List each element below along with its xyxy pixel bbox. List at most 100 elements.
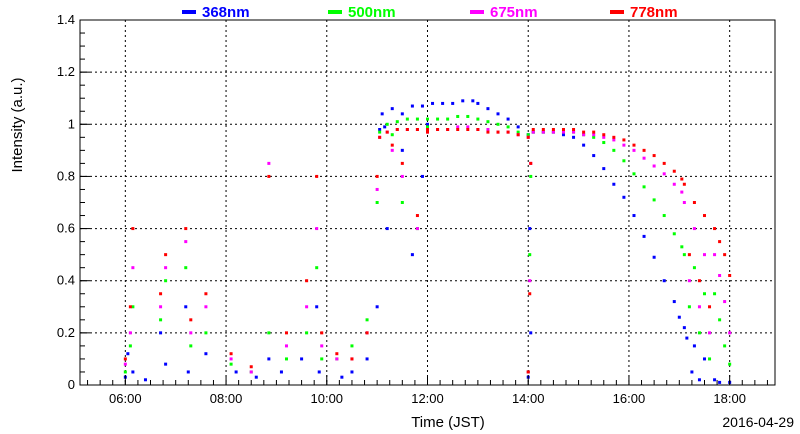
data-point	[702, 357, 706, 361]
data-point	[390, 143, 394, 147]
data-point	[708, 305, 712, 309]
data-point	[164, 362, 168, 366]
data-point	[713, 227, 717, 231]
y-tick-label: 0	[68, 377, 75, 392]
data-point	[340, 375, 344, 379]
data-point	[385, 227, 389, 231]
data-point	[572, 135, 576, 139]
data-point	[249, 370, 253, 374]
data-point	[592, 154, 596, 158]
data-point	[229, 352, 233, 356]
data-point	[229, 362, 233, 366]
data-point	[267, 161, 271, 165]
data-point	[284, 331, 288, 335]
data-point	[164, 253, 168, 257]
data-point	[204, 352, 208, 356]
data-point	[680, 190, 684, 194]
data-point	[189, 344, 193, 348]
data-point	[687, 253, 691, 257]
data-point	[528, 253, 532, 257]
data-point	[685, 336, 689, 340]
data-point	[692, 227, 696, 231]
data-point	[128, 344, 132, 348]
data-point	[315, 266, 319, 270]
data-points	[123, 99, 732, 384]
legend-label: 778nm	[630, 4, 678, 21]
data-point	[708, 357, 712, 361]
y-tick-label: 0.2	[57, 325, 75, 340]
data-point	[143, 378, 147, 382]
data-point	[131, 266, 135, 270]
data-point	[687, 305, 691, 309]
data-point	[436, 128, 440, 131]
data-point	[602, 135, 606, 139]
data-point	[400, 112, 404, 116]
data-point	[702, 214, 706, 218]
data-point	[350, 370, 354, 374]
data-point	[128, 331, 132, 335]
data-point	[426, 130, 429, 134]
data-point	[528, 279, 532, 283]
data-point	[267, 331, 271, 335]
legend-label: 500nm	[348, 4, 396, 21]
data-point	[662, 214, 666, 218]
data-point	[234, 370, 238, 374]
data-point	[365, 318, 369, 322]
data-point	[718, 274, 722, 277]
data-point	[697, 279, 701, 283]
data-point	[365, 331, 369, 335]
data-point	[592, 135, 596, 139]
data-point	[531, 128, 535, 131]
data-point	[131, 305, 135, 309]
x-tick-label: 12:00	[411, 391, 444, 406]
data-point	[315, 227, 319, 231]
data-point	[426, 117, 429, 121]
data-point	[186, 370, 190, 374]
data-point	[622, 143, 626, 147]
data-point	[506, 125, 510, 129]
data-point	[456, 125, 460, 129]
data-point	[315, 305, 319, 309]
data-point	[526, 370, 530, 374]
data-point	[612, 148, 616, 152]
data-point	[385, 122, 389, 126]
data-point	[672, 300, 676, 304]
data-point	[466, 128, 470, 131]
data-point	[486, 107, 490, 111]
data-point	[400, 174, 404, 178]
data-point	[184, 266, 188, 270]
data-point	[305, 279, 309, 283]
x-tick-label: 16:00	[613, 391, 646, 406]
x-tick-label: 10:00	[311, 391, 344, 406]
y-tick-label: 0.4	[57, 273, 75, 288]
series-368nm	[123, 99, 732, 384]
data-point	[159, 292, 163, 296]
data-point	[267, 174, 271, 178]
data-point	[315, 174, 319, 178]
data-point	[415, 227, 419, 231]
data-point	[572, 128, 576, 131]
data-point	[131, 227, 135, 231]
data-point	[380, 112, 384, 116]
data-point	[320, 344, 324, 348]
data-point	[375, 305, 379, 309]
data-point	[486, 128, 490, 131]
data-point	[682, 326, 686, 330]
data-point	[436, 117, 440, 121]
data-point	[431, 101, 435, 105]
data-point	[126, 352, 130, 356]
data-point	[713, 378, 717, 382]
data-point	[652, 255, 656, 259]
data-point	[317, 370, 321, 374]
data-point	[335, 352, 339, 356]
grid	[80, 20, 775, 385]
data-point	[405, 128, 409, 131]
data-point	[400, 148, 404, 152]
y-tick-label: 0.8	[57, 168, 75, 183]
data-point	[632, 214, 636, 218]
data-point	[682, 253, 686, 257]
data-point	[441, 101, 445, 105]
data-point	[415, 214, 419, 218]
